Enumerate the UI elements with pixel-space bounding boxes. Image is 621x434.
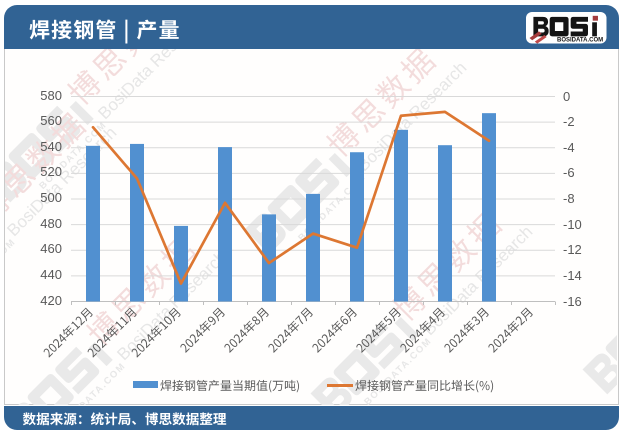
svg-text:BOSIDATA.COM: BOSIDATA.COM (557, 38, 603, 44)
